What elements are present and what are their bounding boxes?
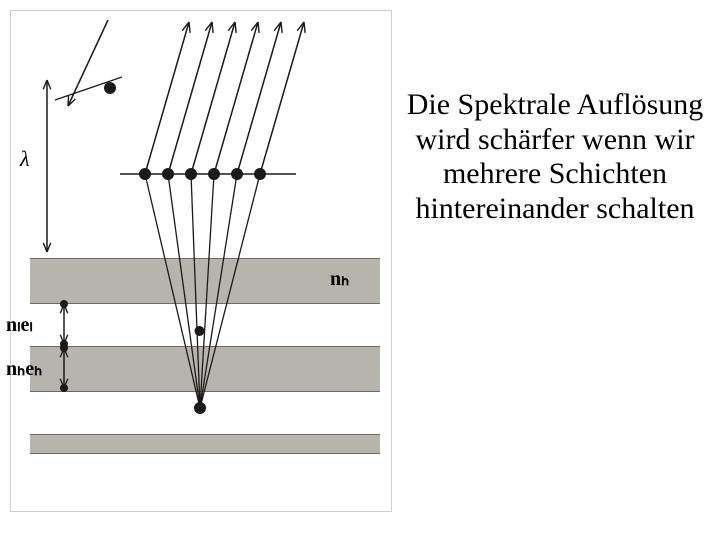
description-text: Die Spektrale Auflösung wird schärfer we… [395, 88, 715, 226]
label-nl-el: nₗeₗ [6, 312, 33, 337]
label-lambda: λ [20, 146, 30, 172]
diagram-svg [0, 0, 720, 540]
label-nh-eh: nₕeₕ [6, 356, 42, 381]
label-n-h: nₕ [330, 266, 349, 291]
slide-stage: λ nₕ nₗeₗ nₕeₕ Die Spektrale Auflösung w… [0, 0, 720, 540]
